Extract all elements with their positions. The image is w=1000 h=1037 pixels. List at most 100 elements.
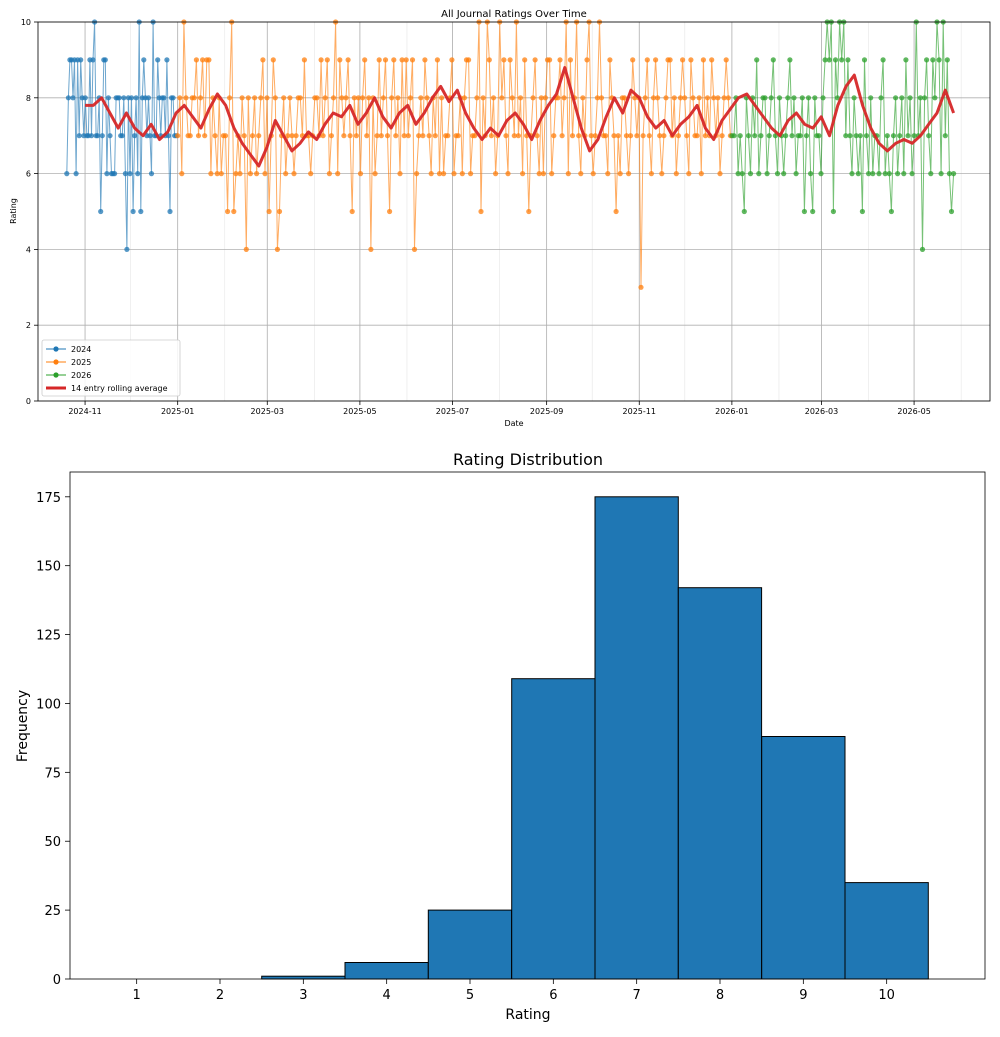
data-point	[843, 133, 849, 139]
data-point	[911, 133, 917, 139]
data-point	[455, 133, 461, 139]
y-ticks: 0 25 50 75 100 125 150 175	[36, 491, 70, 988]
data-point	[530, 95, 536, 101]
data-point	[393, 133, 399, 139]
data-point	[480, 95, 486, 101]
data-point	[231, 208, 237, 215]
data-point	[735, 171, 741, 177]
data-point	[905, 133, 911, 139]
data-point	[364, 133, 370, 139]
data-point	[897, 133, 903, 139]
data-point	[787, 57, 793, 63]
data-point	[170, 95, 176, 101]
legend-label: 2024	[71, 345, 91, 354]
data-point	[449, 57, 455, 63]
data-point	[909, 171, 915, 177]
data-point	[617, 171, 623, 177]
data-point	[731, 133, 737, 139]
data-point	[503, 133, 509, 139]
data-point	[673, 171, 679, 177]
x-tick-label: 5	[466, 988, 474, 1003]
x-axis-label: Rating	[505, 1007, 550, 1023]
data-point	[540, 171, 547, 177]
data-point	[124, 246, 130, 252]
y-tick-label: 100	[36, 697, 61, 712]
data-point	[283, 171, 289, 177]
data-point	[324, 57, 330, 63]
data-point	[505, 171, 511, 177]
data-point	[434, 57, 440, 63]
data-point	[561, 95, 567, 101]
data-point	[272, 95, 278, 101]
data-point	[849, 171, 855, 177]
plot-frame	[69, 471, 986, 980]
bars-layer	[261, 496, 929, 980]
data-point	[826, 57, 832, 63]
data-point	[214, 171, 220, 177]
histogram-bar	[344, 962, 429, 980]
data-point	[102, 57, 108, 63]
ratings-over-time-chart: All Journal Ratings Over Time 2024-11 202…	[9, 9, 991, 428]
data-point	[895, 171, 901, 177]
data-point	[791, 95, 797, 101]
series-2026	[729, 19, 957, 252]
chart-title: Rating Distribution	[453, 450, 603, 469]
plot-frame	[37, 21, 991, 402]
data-point	[644, 57, 650, 63]
data-point	[709, 57, 715, 63]
data-point	[511, 133, 517, 139]
x-tick-label: 2025-07	[436, 407, 469, 416]
data-point	[770, 57, 776, 63]
chart-title: All Journal Ratings Over Time	[441, 9, 587, 20]
data-point	[717, 171, 723, 177]
data-point	[520, 171, 526, 177]
data-point	[289, 133, 295, 139]
y-tick-label: 25	[44, 904, 61, 919]
data-point	[671, 95, 677, 101]
data-point	[667, 57, 673, 63]
data-point	[532, 57, 538, 63]
data-point	[696, 95, 702, 101]
data-point	[783, 133, 789, 139]
data-point	[206, 57, 212, 63]
legend: 2024 2025 2026 14 entry rolling average	[41, 339, 181, 397]
histogram-bar	[427, 909, 513, 980]
data-point	[330, 95, 337, 101]
data-point	[105, 95, 111, 101]
data-point	[677, 95, 684, 101]
data-point	[890, 133, 897, 139]
data-point	[155, 57, 161, 63]
data-point	[432, 133, 438, 139]
data-point	[99, 133, 105, 139]
data-point	[569, 133, 576, 139]
data-point	[274, 246, 280, 252]
data-point	[405, 133, 411, 139]
data-point	[808, 171, 814, 177]
data-point	[243, 246, 249, 252]
x-tick-label: 3	[299, 988, 307, 1003]
data-point	[301, 57, 307, 63]
data-point	[702, 133, 709, 139]
y-tick-label: 50	[44, 835, 61, 850]
data-point	[605, 171, 611, 177]
data-point	[936, 57, 942, 63]
data-point	[870, 171, 876, 177]
x-tick-label: 7	[633, 988, 641, 1003]
data-point	[805, 95, 812, 101]
data-point	[161, 95, 167, 101]
data-point	[526, 208, 532, 215]
data-point	[127, 171, 133, 177]
data-point	[626, 171, 632, 177]
data-point	[314, 95, 320, 101]
data-point	[360, 95, 366, 101]
data-point	[395, 95, 401, 101]
data-point	[202, 133, 208, 139]
data-point	[922, 95, 928, 101]
data-point	[347, 133, 353, 139]
data-point	[195, 133, 202, 139]
data-point	[270, 57, 276, 63]
x-tick-label: 2025-09	[530, 407, 563, 416]
series-line	[731, 21, 955, 250]
x-tick-label: 2026-01	[715, 407, 748, 416]
data-point	[580, 95, 586, 101]
